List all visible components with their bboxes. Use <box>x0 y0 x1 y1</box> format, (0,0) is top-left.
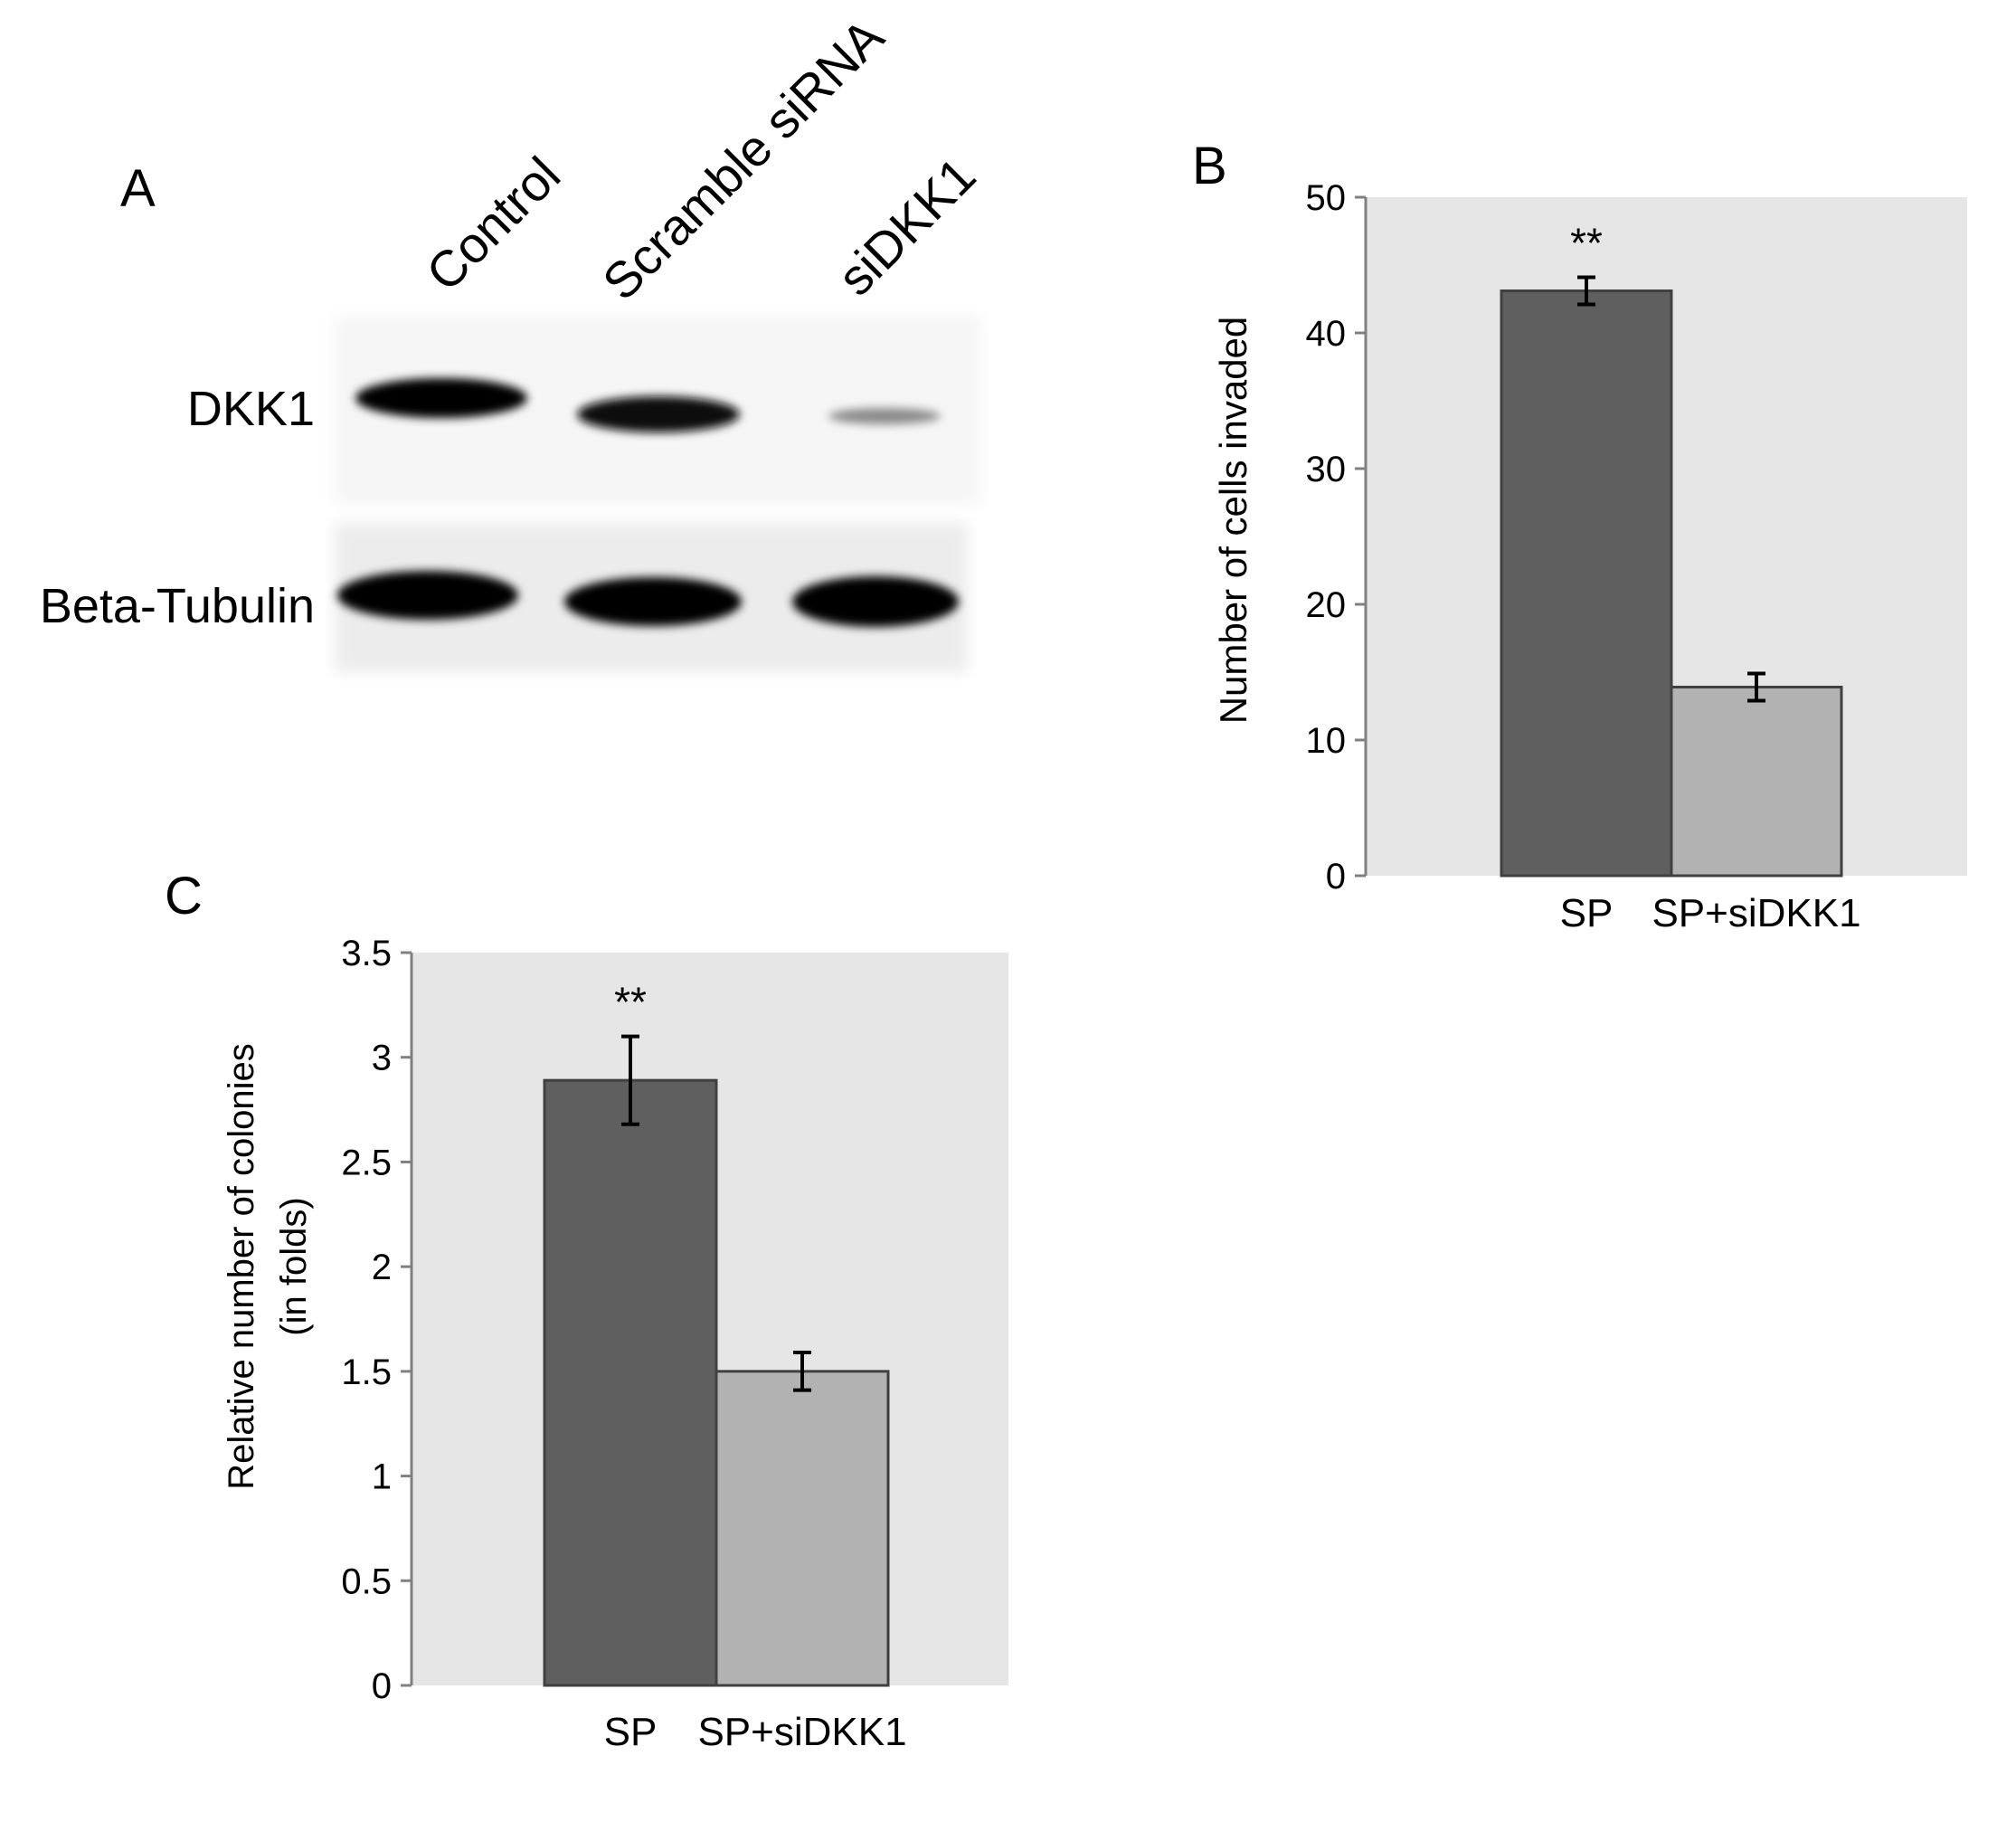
chart-c-bars: ** <box>543 979 890 1687</box>
band-dkk1-scramble <box>577 396 740 432</box>
band-dkk1-control <box>355 378 527 418</box>
chart-b-error-bar <box>1747 671 1765 703</box>
chart-c-error-bar <box>793 1351 811 1392</box>
chart-c-y-tick-label: 3.5 <box>341 934 392 973</box>
chart-c-bar-sp-sidkk1 <box>715 1370 890 1687</box>
chart-c-y-tick-label: 2 <box>372 1248 392 1287</box>
band-tubulin-sidkk1 <box>792 576 959 627</box>
row-label-beta-tubulin: Beta-Tubulin <box>40 579 315 633</box>
chart-c-significance-label: ** <box>614 979 647 1026</box>
chart-c-x-tick-label: SP+siDKK1 <box>697 1710 906 1754</box>
chart-c-y-tick-label: 3 <box>372 1039 392 1078</box>
row-label-dkk1: DKK1 <box>187 382 315 436</box>
chart-b-y-tick-label: 50 <box>1306 178 1347 218</box>
chart-b-bars: ** <box>1500 220 1843 878</box>
chart-b-y-tick-label: 20 <box>1306 585 1347 625</box>
chart-c-y-axis: 0 0.5 1 1.5 2 2.5 3 3.5 <box>341 934 413 1706</box>
chart-b-y-tick-label: 0 <box>1326 857 1346 897</box>
chart-c-y-tick-label: 0 <box>372 1666 392 1706</box>
panel-label-a: A <box>120 159 156 218</box>
chart-b-y-tick-label: 30 <box>1306 450 1347 489</box>
chart-b-x-tick-label: SP <box>1560 891 1614 935</box>
chart-b-x-tick-labels: SP SP+siDKK1 <box>1560 891 1861 935</box>
blot-image-beta-tubulin <box>335 523 968 672</box>
chart-c-bar-sp <box>543 1078 718 1687</box>
blot-image-dkk1 <box>335 315 981 505</box>
chart-b-y-tick-label: 10 <box>1306 721 1347 761</box>
chart-c-y-tick-label: 0.5 <box>341 1561 392 1601</box>
chart-c-x-tick-label: SP <box>604 1710 658 1754</box>
panel-label-b: B <box>1192 137 1227 195</box>
lane-label-control: Control <box>415 146 571 301</box>
band-tubulin-scramble <box>564 577 742 626</box>
chart-b-y-tick-label: 40 <box>1306 314 1347 354</box>
panel-label-c: C <box>165 867 203 925</box>
western-blot-panel: A Control Scramble siRNA siDKK1 DKK1 Bet… <box>40 7 987 672</box>
chart-c-y-tick-label: 1 <box>372 1457 392 1497</box>
chart-b-y-axis-label: Number of cells invaded <box>1212 317 1254 725</box>
chart-c-y-axis-label-line1: Relative number of colonies <box>222 1043 261 1490</box>
chart-b-significance-label: ** <box>1570 220 1603 267</box>
chart-b-bar-sp-sidkk1 <box>1670 686 1843 878</box>
band-tubulin-control <box>337 571 518 620</box>
lane-label-sidkk1: siDKK1 <box>827 147 987 307</box>
chart-c-y-tick-label: 1.5 <box>341 1352 392 1392</box>
chart-c-y-axis-label-line2: (in folds) <box>274 1197 314 1335</box>
chart-b: B 0 10 20 30 40 50 ** SP SP+siDKK1 Number of c… <box>1192 137 1967 935</box>
chart-b-y-axis: 0 10 20 30 40 50 <box>1306 178 1368 897</box>
chart-b-error-bar <box>1577 275 1595 307</box>
chart-c-x-tick-labels: SP SP+siDKK1 <box>604 1710 907 1754</box>
chart-b-x-tick-label: SP+siDKK1 <box>1652 891 1860 935</box>
chart-c: C 0 0.5 1 1.5 2 2.5 3 3.5 ** SP SP+siDKK1 Relati… <box>165 867 1008 1754</box>
band-dkk1-sidkk1 <box>828 408 941 424</box>
chart-c-y-tick-label: 2.5 <box>341 1143 392 1182</box>
chart-b-bar-sp <box>1500 289 1673 878</box>
chart-c-error-bar <box>621 1034 639 1126</box>
